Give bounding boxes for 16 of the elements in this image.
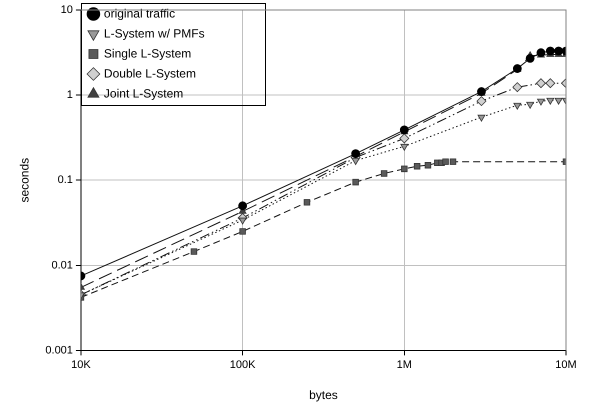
x-axis-title: bytes	[309, 388, 338, 402]
x-tick-label: 10K	[71, 359, 92, 372]
y-tick-label: 0.1	[58, 174, 73, 186]
legend-label: Joint L-System	[104, 86, 184, 100]
y-axis-title: seconds	[18, 158, 32, 203]
y-tick-label: 0.001	[45, 344, 73, 356]
y-tick-label: 1	[66, 89, 73, 102]
legend-label: Double L-System	[104, 66, 196, 80]
x-tick-label: 100K	[230, 359, 256, 372]
y-tick-label: 10	[60, 4, 73, 16]
x-tick-label: 10M	[555, 359, 577, 372]
x-tick-label: 1M	[396, 359, 412, 372]
legend-label: original traffic	[104, 6, 176, 20]
legend-label: Single L-System	[104, 46, 192, 60]
y-tick-label: 0.01	[52, 259, 73, 272]
legend-label: L-System w/ PMFs	[104, 26, 205, 40]
